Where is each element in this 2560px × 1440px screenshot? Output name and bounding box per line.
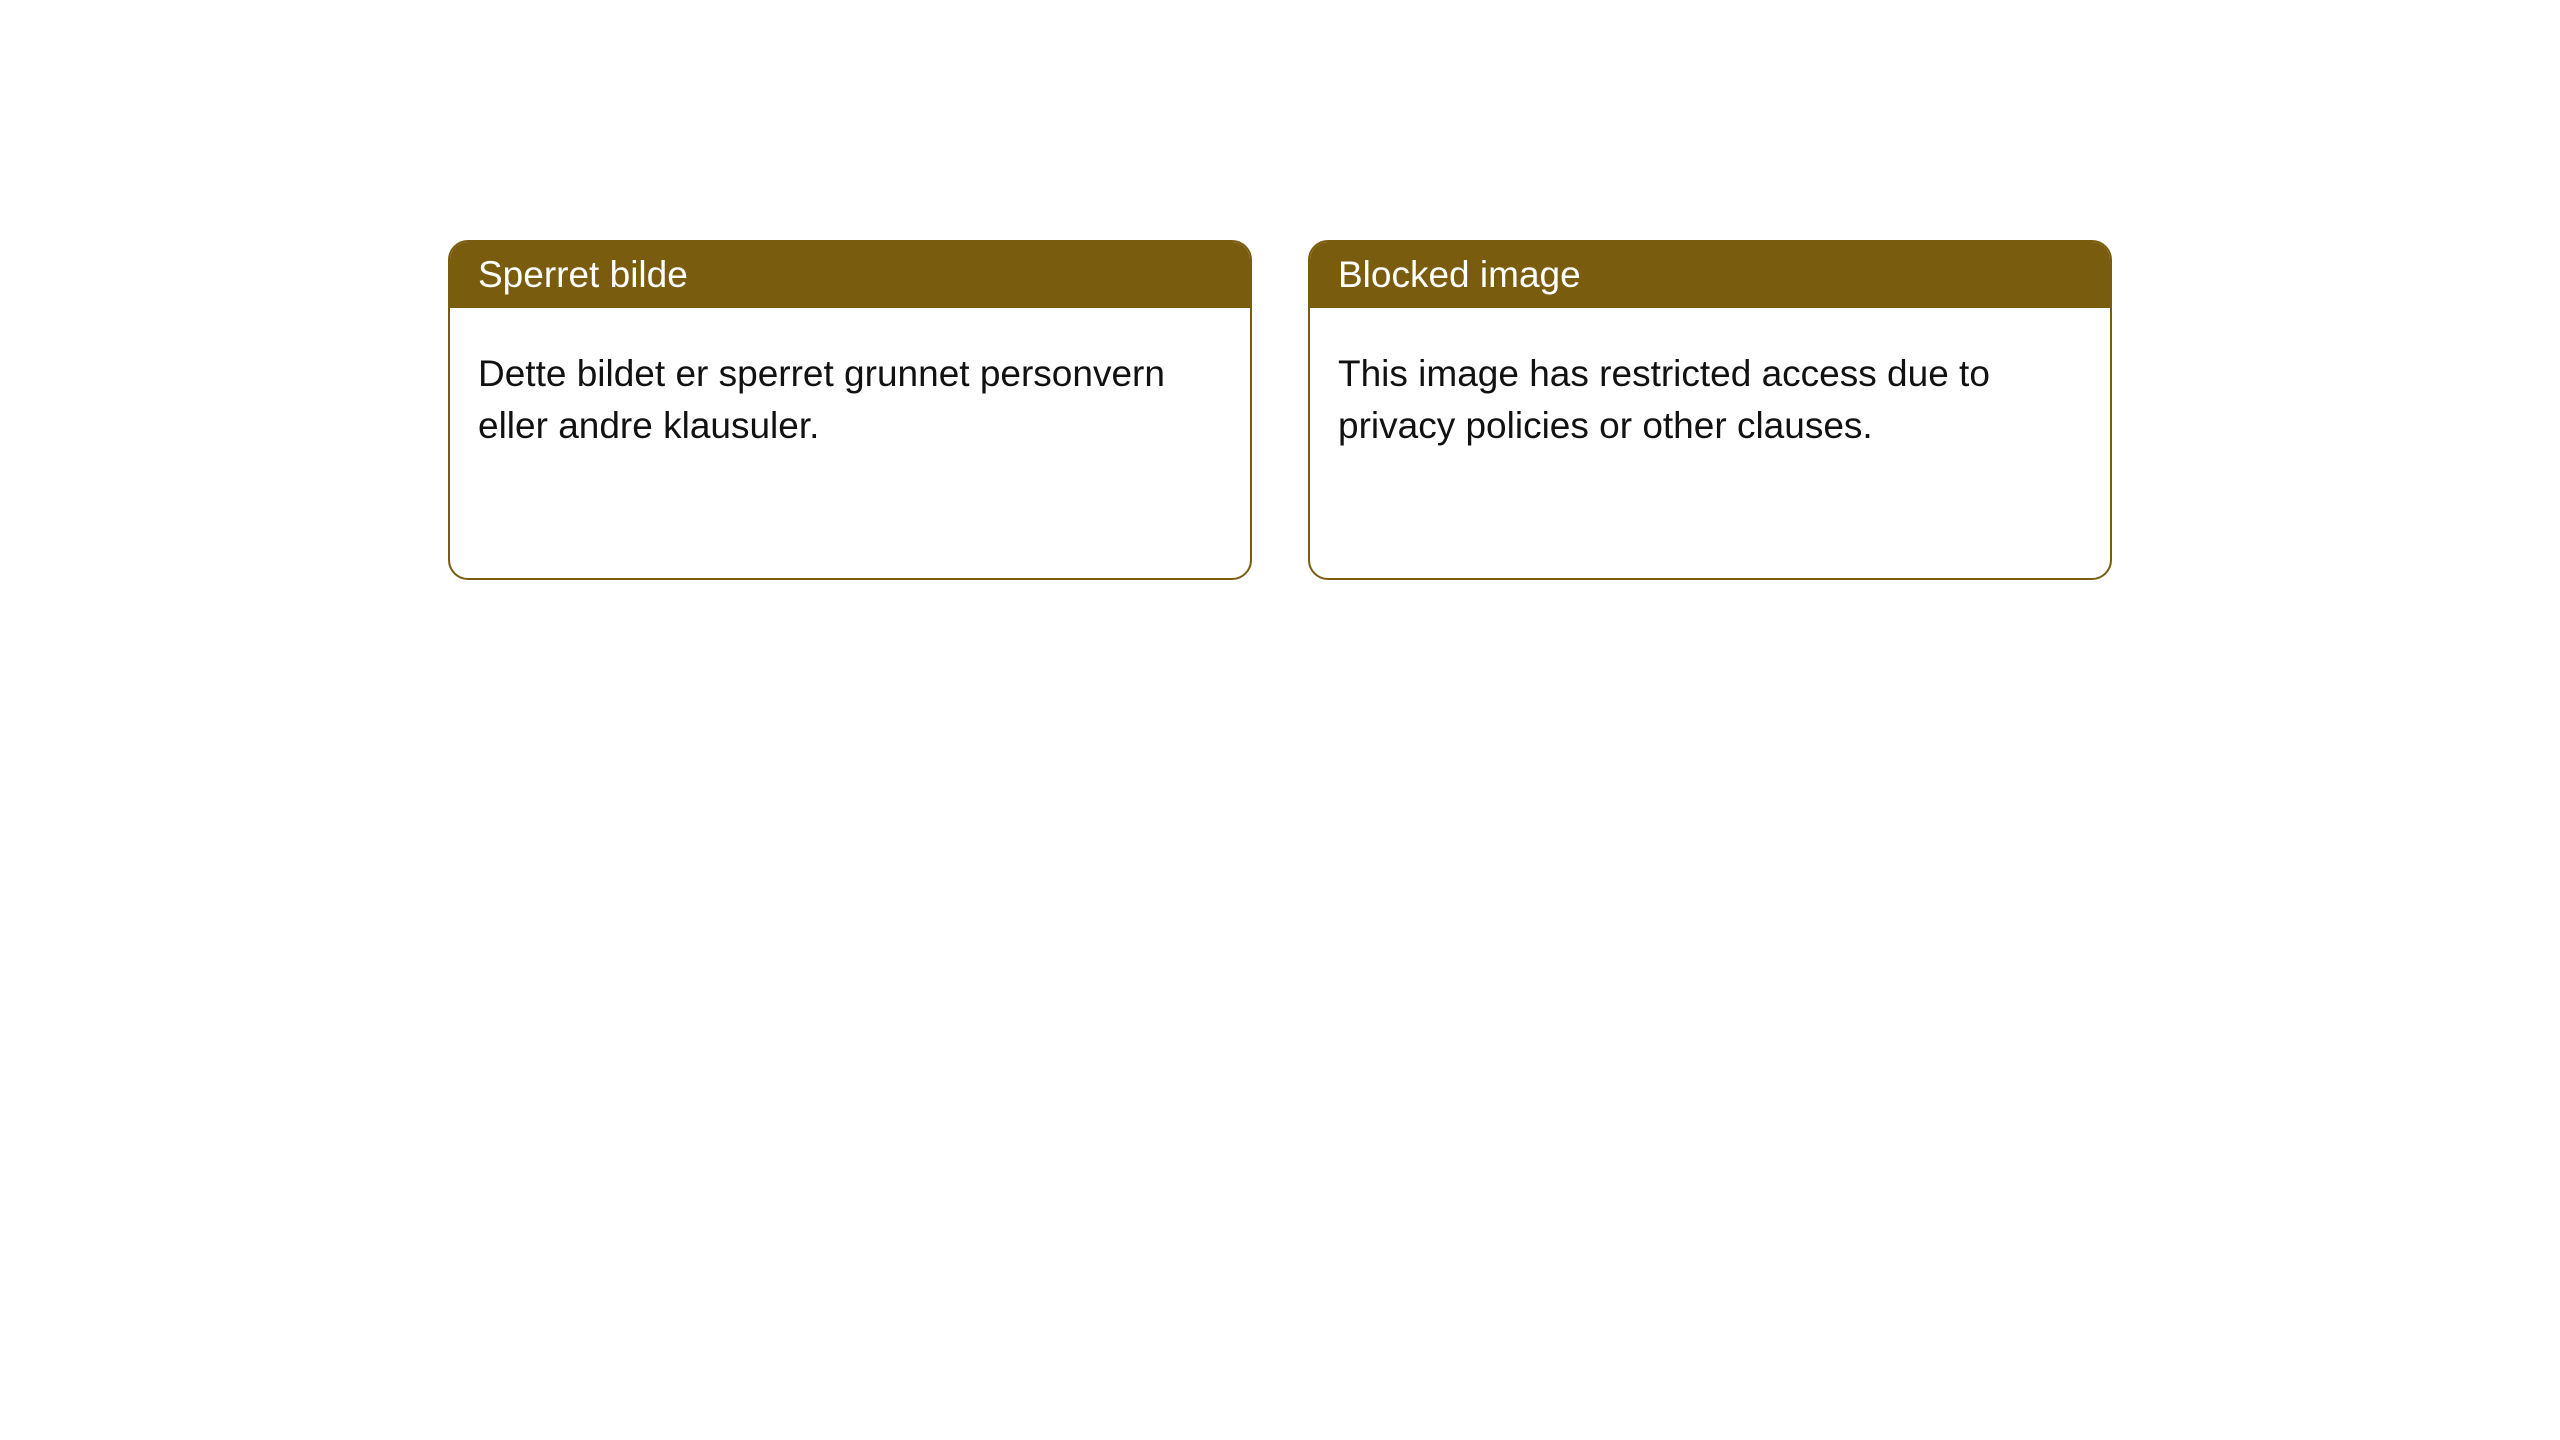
notice-container: Sperret bilde Dette bildet er sperret gr… <box>0 0 2560 580</box>
notice-title-norwegian: Sperret bilde <box>450 242 1250 308</box>
notice-card-english: Blocked image This image has restricted … <box>1308 240 2112 580</box>
notice-body-english: This image has restricted access due to … <box>1310 308 2110 578</box>
notice-body-norwegian: Dette bildet er sperret grunnet personve… <box>450 308 1250 578</box>
notice-title-english: Blocked image <box>1310 242 2110 308</box>
notice-card-norwegian: Sperret bilde Dette bildet er sperret gr… <box>448 240 1252 580</box>
